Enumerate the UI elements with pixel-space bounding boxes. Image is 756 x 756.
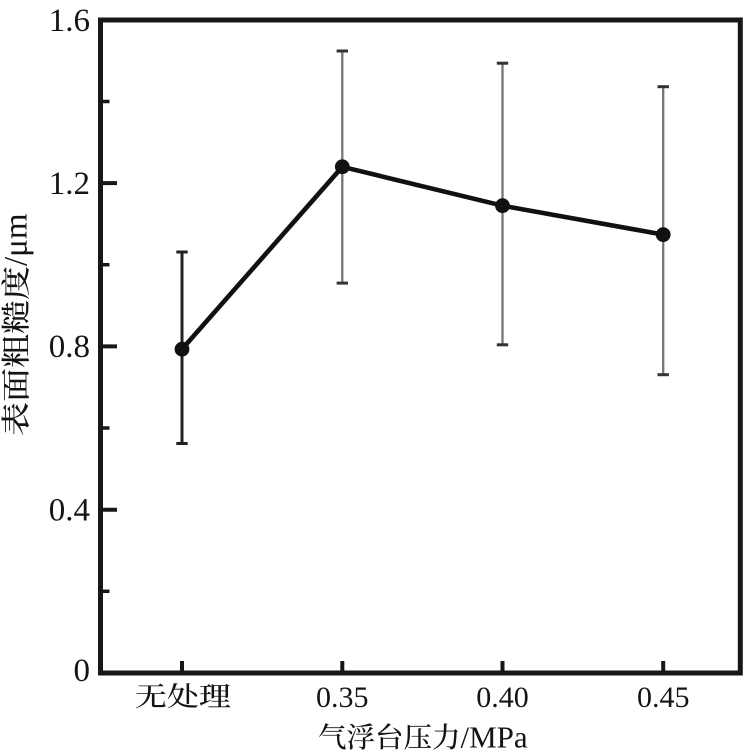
svg-text:1.2: 1.2 <box>49 166 90 202</box>
svg-text:0.4: 0.4 <box>49 493 90 529</box>
svg-text:0.45: 0.45 <box>637 681 690 714</box>
svg-text:1.6: 1.6 <box>49 3 90 39</box>
svg-text:/μm: /μm <box>0 213 35 266</box>
svg-text:/MPa: /MPa <box>461 719 528 754</box>
svg-text:0.40: 0.40 <box>476 681 529 714</box>
svg-text:0.8: 0.8 <box>49 329 90 365</box>
svg-text:0: 0 <box>74 653 91 689</box>
svg-text:0.35: 0.35 <box>316 681 369 714</box>
